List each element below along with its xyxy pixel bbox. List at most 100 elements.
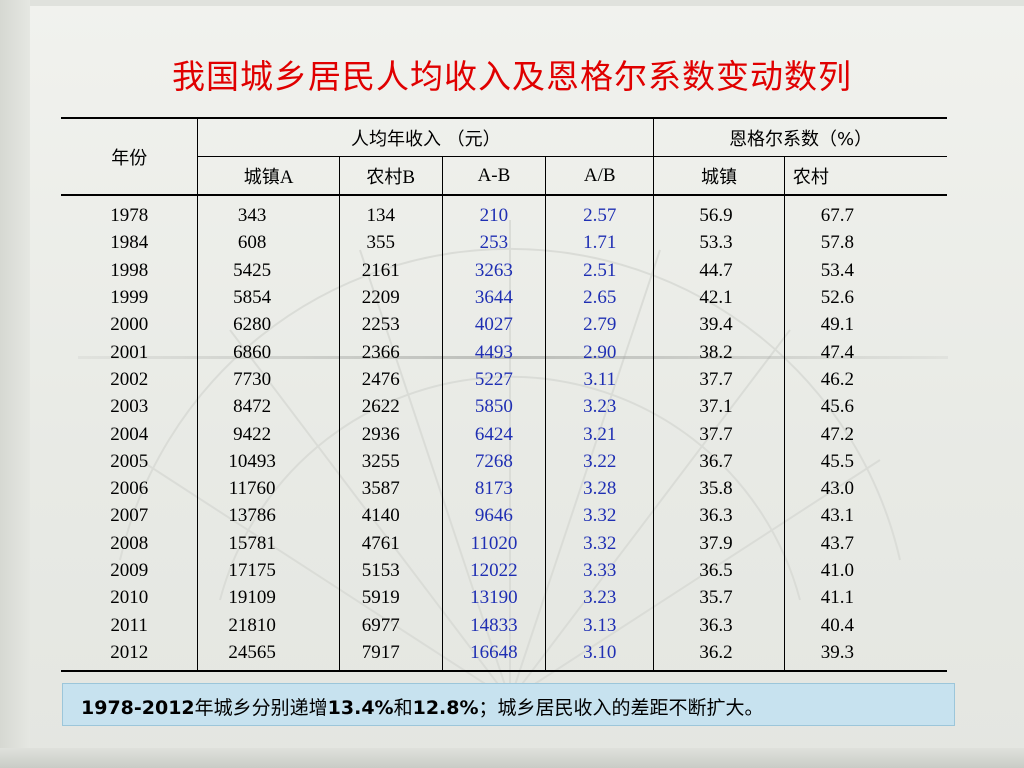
table-header-row-2: 城镇A 农村B A-B A/B 城镇 农村 bbox=[61, 156, 947, 196]
income-diff-cell: 210 bbox=[441, 195, 546, 230]
rural-income-cell: 2622 bbox=[338, 393, 443, 421]
engel-rural-cell: 43.7 bbox=[783, 529, 947, 557]
rural-income-cell: 5919 bbox=[338, 584, 443, 612]
engel-urban-header: 城镇 bbox=[653, 156, 785, 196]
rural-income-cell: 2476 bbox=[338, 365, 443, 394]
top-border-strip bbox=[0, 0, 1024, 6]
table-row: 2003 8472 2622 5850 3.23 37.1 45.6 bbox=[61, 393, 947, 421]
rural-income-header: 农村B bbox=[338, 156, 443, 196]
engel-urban-cell: 36.3 bbox=[653, 611, 785, 639]
income-diff-cell: 13190 bbox=[441, 584, 546, 612]
engel-rural-cell: 45.6 bbox=[783, 393, 947, 421]
income-diff-cell: 4493 bbox=[441, 338, 546, 366]
income-diff-cell: 253 bbox=[441, 229, 546, 257]
engel-rural-cell: 57.8 bbox=[783, 229, 947, 257]
table-row: 2000 6280 2253 4027 2.79 39.4 49.1 bbox=[61, 311, 947, 339]
income-diff-cell: 6424 bbox=[441, 420, 546, 448]
urban-income-cell: 608 bbox=[197, 229, 340, 257]
page-title: 我国城乡居民人均收入及恩格尔系数变动数列 bbox=[172, 57, 852, 96]
urban-income-cell: 21810 bbox=[197, 611, 340, 639]
table-row: 2007 13786 4140 9646 3.32 36.3 43.1 bbox=[61, 502, 947, 530]
urban-income-cell: 5425 bbox=[197, 256, 340, 284]
urban-income-cell: 15781 bbox=[197, 529, 340, 557]
income-diff-cell: 8173 bbox=[441, 474, 546, 503]
rural-income-cell: 2253 bbox=[338, 311, 443, 339]
rural-income-cell: 2209 bbox=[338, 283, 443, 312]
engel-rural-cell: 43.0 bbox=[783, 474, 947, 503]
income-ratio-cell: 1.71 bbox=[545, 229, 654, 257]
engel-rural-cell: 41.0 bbox=[783, 556, 947, 585]
year-cell: 2012 bbox=[61, 638, 198, 673]
income-ratio-header: A/B bbox=[545, 156, 654, 196]
year-cell: 1998 bbox=[110, 259, 149, 281]
engel-rural-cell: 47.2 bbox=[783, 420, 947, 448]
table-row: 1998 5425 2161 3263 2.51 44.7 53.4 bbox=[61, 256, 947, 284]
urban-income-cell: 19109 bbox=[197, 584, 340, 612]
engel-rural-cell: 40.4 bbox=[783, 611, 947, 639]
income-diff-cell: 4027 bbox=[441, 311, 546, 339]
table-row: 1984 608 355 253 1.71 53.3 57.8 bbox=[61, 229, 947, 257]
engel-rural-header: 农村 bbox=[783, 156, 947, 196]
rural-income-cell: 134 bbox=[338, 195, 443, 230]
urban-income-cell: 11760 bbox=[197, 474, 340, 503]
income-ratio-cell: 3.23 bbox=[545, 584, 654, 612]
income-ratio-cell: 3.32 bbox=[545, 529, 654, 557]
rural-income-cell: 7917 bbox=[338, 638, 443, 673]
income-engel-table: 年份 人均年收入 （元） 恩格尔系数（%） 城镇A 农村B A-B A/B 城镇… bbox=[61, 117, 947, 673]
engel-rural-cell: 46.2 bbox=[783, 365, 947, 394]
income-diff-header: A-B bbox=[441, 156, 546, 196]
engel-urban-cell: 42.1 bbox=[653, 283, 785, 312]
engel-urban-cell: 37.1 bbox=[653, 393, 785, 421]
income-ratio-cell: 3.10 bbox=[545, 638, 654, 673]
table-row: 1999 5854 2209 3644 2.65 42.1 52.6 bbox=[61, 283, 947, 312]
income-ratio-cell: 2.57 bbox=[545, 195, 654, 230]
year-cell: 2002 bbox=[110, 368, 149, 390]
bottom-border-strip bbox=[0, 748, 1024, 768]
year-cell: 2010 bbox=[110, 587, 149, 609]
urban-income-cell: 24565 bbox=[197, 638, 340, 673]
urban-income-cell: 6860 bbox=[197, 338, 340, 366]
table-header-row-1: 年份 人均年收入 （元） 恩格尔系数（%） bbox=[61, 117, 947, 196]
engel-rural-cell: 67.7 bbox=[783, 195, 947, 230]
urban-income-header: 城镇A bbox=[197, 156, 340, 196]
urban-income-cell: 13786 bbox=[197, 502, 340, 530]
year-cell: 2000 bbox=[110, 314, 149, 336]
income-ratio-cell: 3.32 bbox=[545, 502, 654, 530]
year-cell: 2011 bbox=[110, 614, 148, 636]
year-cell: 2004 bbox=[110, 423, 149, 445]
year-cell: 2001 bbox=[110, 341, 149, 363]
table-row: 2002 7730 2476 5227 3.11 37.7 46.2 bbox=[61, 365, 947, 394]
income-group-header: 人均年收入 （元） bbox=[197, 117, 654, 157]
year-cell: 2008 bbox=[110, 532, 149, 554]
year-cell: 2007 bbox=[110, 505, 149, 527]
rural-income-cell: 4761 bbox=[338, 529, 443, 557]
engel-rural-cell: 49.1 bbox=[783, 311, 947, 339]
engel-group-header: 恩格尔系数（%） bbox=[653, 117, 947, 157]
table-row: 2001 6860 2366 4493 2.90 38.2 47.4 bbox=[61, 338, 947, 366]
income-ratio-cell: 3.33 bbox=[545, 556, 654, 585]
urban-income-cell: 17175 bbox=[197, 556, 340, 585]
engel-urban-cell: 35.7 bbox=[653, 584, 785, 612]
income-diff-cell: 14833 bbox=[441, 611, 546, 639]
income-ratio-cell: 3.21 bbox=[545, 420, 654, 448]
engel-rural-cell: 39.3 bbox=[783, 638, 947, 673]
engel-rural-cell: 47.4 bbox=[783, 338, 947, 366]
engel-urban-cell: 37.7 bbox=[653, 365, 785, 394]
year-column-header: 年份 bbox=[61, 117, 198, 196]
table-row: 2010 19109 5919 13190 3.23 35.7 41.1 bbox=[61, 584, 947, 612]
left-border-strip bbox=[0, 0, 30, 768]
year-cell: 2009 bbox=[110, 560, 149, 581]
income-ratio-cell: 3.28 bbox=[545, 474, 654, 503]
income-diff-cell: 7268 bbox=[441, 447, 546, 475]
engel-urban-cell: 36.2 bbox=[653, 638, 785, 673]
rural-income-cell: 4140 bbox=[338, 502, 443, 530]
income-ratio-cell: 3.23 bbox=[545, 393, 654, 421]
rural-income-cell: 2161 bbox=[338, 256, 443, 284]
engel-urban-cell: 44.7 bbox=[653, 256, 785, 284]
year-cell: 2005 bbox=[110, 450, 149, 472]
urban-income-cell: 7730 bbox=[197, 365, 340, 394]
engel-urban-cell: 37.9 bbox=[653, 529, 785, 557]
rural-income-cell: 2366 bbox=[338, 338, 443, 366]
summary-note-text: 1978-2012年城乡分别递增13.4%和12.8%；城乡居民收入的差距不断扩… bbox=[81, 697, 764, 719]
year-cell: 2006 bbox=[110, 478, 149, 500]
